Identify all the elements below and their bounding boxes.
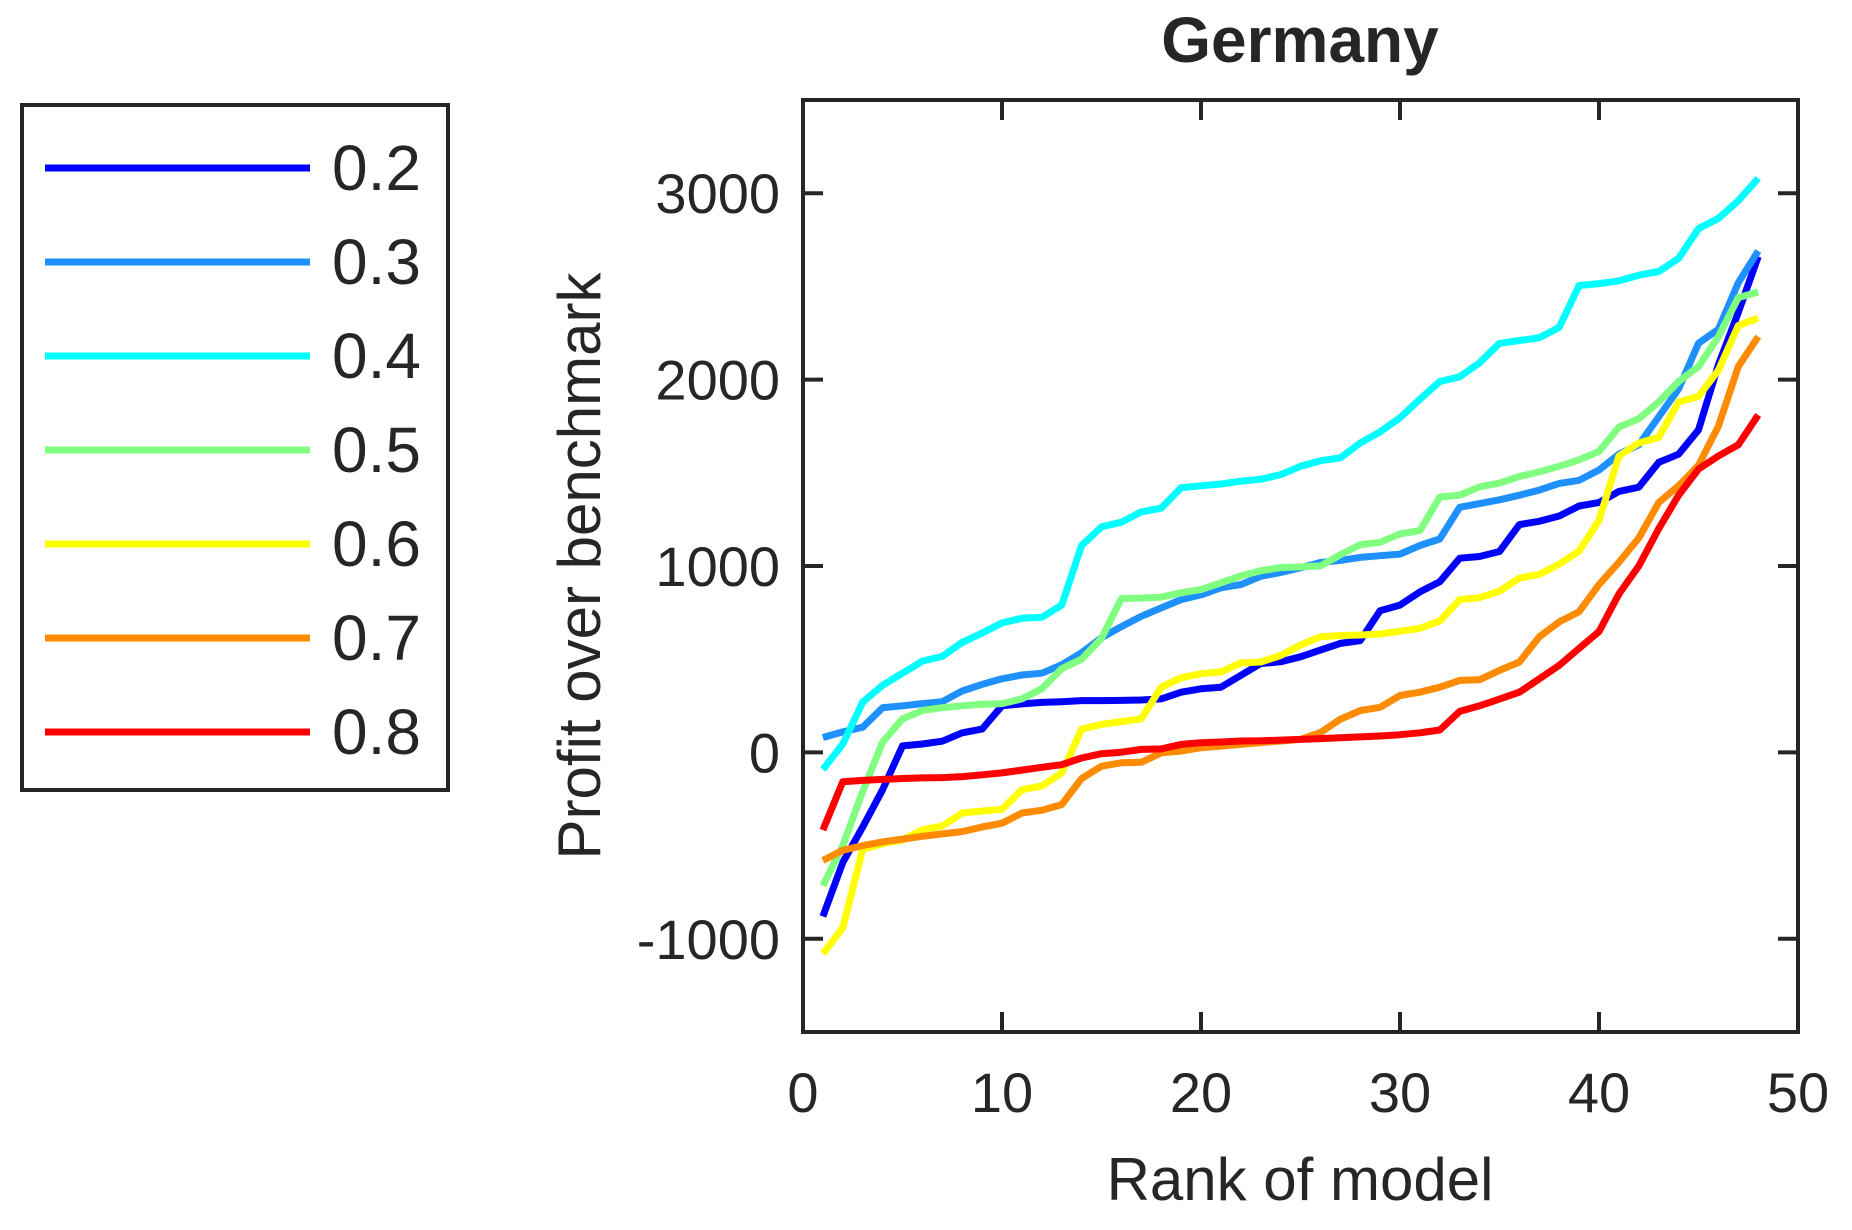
x-tick-label: 30 (1369, 1061, 1431, 1124)
y-tick-label: -1000 (637, 908, 780, 971)
x-axis-label: Rank of model (1107, 1146, 1494, 1213)
series-line-0.4 (820, 175, 1761, 772)
legend-box: 0.2 0.3 0.4 0.5 0.6 0.7 0.8 (20, 103, 450, 792)
y-axis-ticks: -1000 0 1000 2000 3000 (637, 162, 1798, 971)
legend-label-0.8: 0.8 (332, 696, 421, 768)
x-tick-label: 20 (1170, 1061, 1232, 1124)
legend-label-0.3: 0.3 (332, 226, 421, 298)
series-line-0.5 (819, 288, 1760, 888)
y-axis-label: Profit over benchmark (546, 272, 613, 860)
legend-label-0.2: 0.2 (332, 132, 421, 204)
x-tick-label: 50 (1767, 1061, 1829, 1124)
y-tick-label: 3000 (655, 162, 780, 225)
y-tick-label: 2000 (655, 349, 780, 412)
series-line-0.2 (819, 255, 1762, 918)
legend-label-0.6: 0.6 (332, 508, 421, 580)
legend-label-0.7: 0.7 (332, 602, 421, 674)
x-tick-label: 40 (1568, 1061, 1630, 1124)
chart-title: Germany (1161, 4, 1439, 76)
series-line-0.6 (820, 314, 1760, 956)
legend-label-0.4: 0.4 (332, 320, 421, 392)
series-lines-group (819, 175, 1762, 956)
x-axis-ticks: 0 10 20 30 40 50 (787, 100, 1829, 1124)
y-tick-label: 1000 (655, 535, 780, 598)
x-tick-label: 0 (787, 1061, 818, 1124)
legend-label-0.5: 0.5 (332, 414, 421, 486)
series-line-0.8 (819, 413, 1762, 832)
y-tick-label: 0 (749, 721, 780, 784)
x-tick-label: 10 (971, 1061, 1033, 1124)
